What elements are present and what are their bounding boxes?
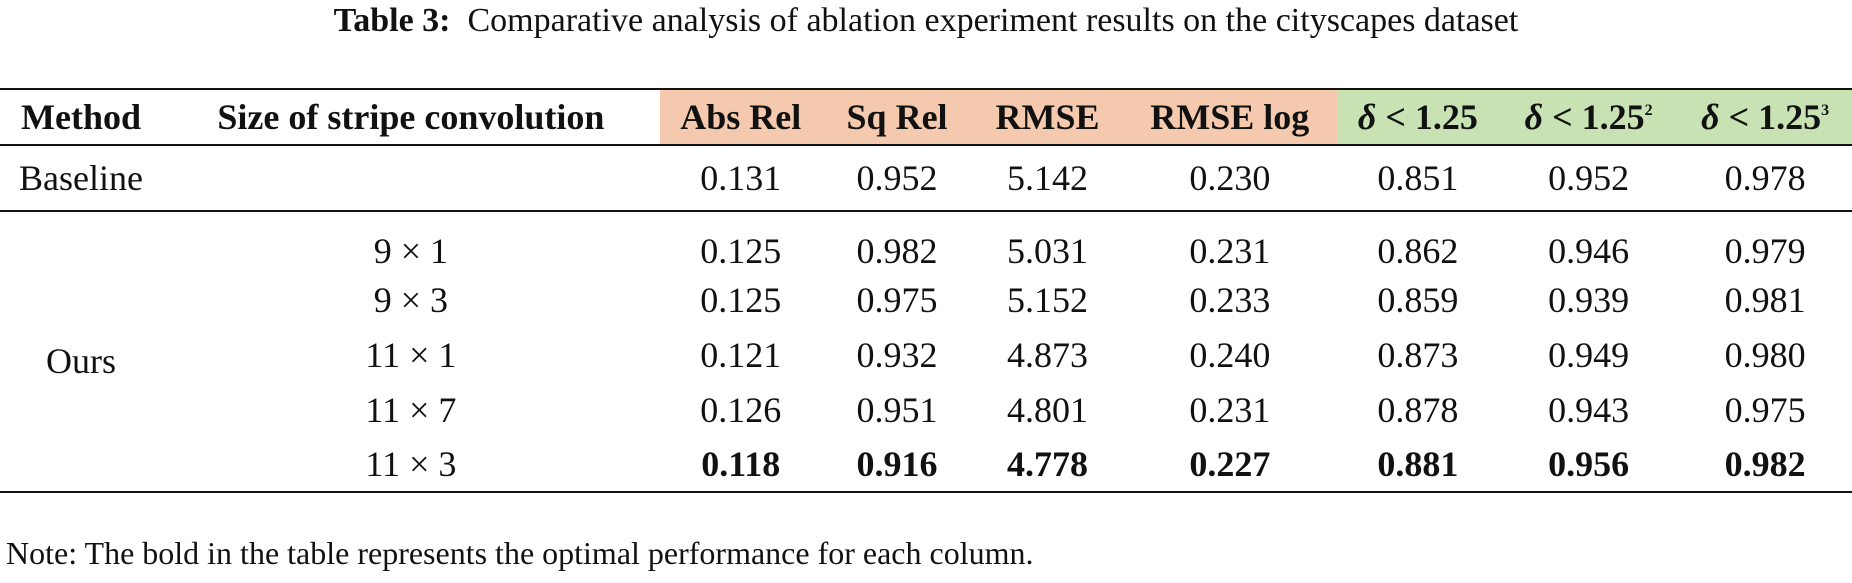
results-table: Method Size of stripe convolution Abs Re… bbox=[0, 88, 1852, 493]
value-cell: 4.801 bbox=[1007, 389, 1089, 430]
table-note: Note: The bold in the table represents t… bbox=[6, 535, 1034, 571]
value-cell: 0.862 bbox=[1377, 231, 1459, 271]
header-rmse: RMSE bbox=[972, 89, 1123, 145]
value-cell: 0.932 bbox=[856, 334, 938, 375]
value-cell: 0.231 bbox=[1189, 389, 1271, 430]
value-cell: 0.878 bbox=[1377, 389, 1459, 430]
size-cell: 11 × 7 bbox=[365, 389, 457, 430]
value-cell: 4.873 bbox=[1007, 334, 1089, 375]
header-row: Method Size of stripe convolution Abs Re… bbox=[0, 89, 1852, 145]
best-value-cell: 0.881 bbox=[1377, 444, 1459, 484]
method-cell: Baseline bbox=[19, 158, 143, 198]
value-cell: 0.230 bbox=[1189, 158, 1271, 198]
best-value-cell: 0.916 bbox=[856, 444, 938, 484]
value-cell: 0.975 bbox=[1724, 389, 1806, 430]
size-cell: 11 × 3 bbox=[365, 444, 457, 484]
value-cell: 0.975 bbox=[856, 279, 938, 320]
table-row-best: 11 × 3 0.118 0.916 4.778 0.227 0.881 0.9… bbox=[0, 437, 1852, 492]
value-cell: 0.978 bbox=[1724, 158, 1806, 198]
header-sq-rel: Sq Rel bbox=[821, 89, 973, 145]
delta-exponent: 2 bbox=[1644, 102, 1653, 119]
best-value-cell: 0.956 bbox=[1548, 444, 1630, 484]
value-cell: 0.873 bbox=[1377, 334, 1459, 375]
header-delta-2: δ < 1.252 bbox=[1498, 89, 1679, 145]
value-cell: 5.152 bbox=[1007, 279, 1089, 320]
value-cell: 0.121 bbox=[700, 334, 782, 375]
header-delta-1: δ < 1.25 bbox=[1336, 89, 1499, 145]
size-cell: 9 × 1 bbox=[373, 231, 449, 271]
value-cell: 0.982 bbox=[856, 231, 938, 271]
caption-label: Table 3: bbox=[333, 2, 451, 39]
size-cell: 9 × 3 bbox=[373, 279, 449, 320]
value-cell: 0.952 bbox=[856, 158, 938, 198]
caption-text: Comparative analysis of ablation experim… bbox=[467, 2, 1519, 39]
value-cell: 0.126 bbox=[700, 389, 782, 430]
delta-symbol: δ bbox=[1357, 97, 1377, 137]
value-cell: 5.142 bbox=[1007, 158, 1089, 198]
value-cell: 0.946 bbox=[1548, 231, 1630, 271]
size-cell: 11 × 1 bbox=[365, 334, 457, 375]
method-cell-ours: Ours bbox=[46, 340, 117, 381]
delta-threshold: < 1.25 bbox=[1376, 97, 1478, 137]
value-cell: 0.131 bbox=[700, 158, 782, 198]
delta-symbol: δ bbox=[1524, 97, 1544, 137]
value-cell: 0.952 bbox=[1548, 158, 1630, 198]
delta-symbol: δ bbox=[1701, 97, 1720, 137]
header-delta-3: δ < 1.253 bbox=[1678, 89, 1852, 145]
table-row-baseline: Baseline 0.131 0.952 5.142 0.230 0.851 0… bbox=[0, 145, 1852, 211]
delta-threshold: < 1.25 bbox=[1719, 97, 1822, 137]
best-value-cell: 4.778 bbox=[1007, 444, 1089, 484]
value-cell: 0.233 bbox=[1189, 279, 1271, 320]
value-cell: 0.125 bbox=[700, 231, 782, 271]
header-method: Method bbox=[21, 97, 142, 137]
best-value-cell: 0.227 bbox=[1189, 444, 1271, 484]
value-cell: 0.979 bbox=[1724, 231, 1806, 271]
size-cell bbox=[162, 145, 660, 211]
value-cell: 0.240 bbox=[1189, 334, 1271, 375]
header-size: Size of stripe convolution bbox=[217, 97, 605, 137]
table-row: 11 × 1 0.121 0.932 4.873 0.240 0.873 0.9… bbox=[0, 327, 1852, 382]
header-rmse-log: RMSE log bbox=[1122, 89, 1337, 145]
table-row: 11 × 7 0.126 0.951 4.801 0.231 0.878 0.9… bbox=[0, 382, 1852, 437]
table-row: Ours 9 × 1 0.125 0.982 5.031 0.231 0.862… bbox=[0, 211, 1852, 381]
value-cell: 0.939 bbox=[1548, 279, 1630, 320]
best-value-cell: 0.982 bbox=[1724, 444, 1806, 484]
table-caption: Table 3: Comparative analysis of ablatio… bbox=[0, 0, 1852, 42]
value-cell: 0.980 bbox=[1724, 334, 1806, 375]
value-cell: 0.851 bbox=[1377, 158, 1459, 198]
delta-threshold: < 1.25 bbox=[1543, 97, 1645, 137]
value-cell: 0.231 bbox=[1189, 231, 1271, 271]
delta-exponent: 3 bbox=[1821, 102, 1830, 119]
value-cell: 5.031 bbox=[1007, 231, 1089, 271]
value-cell: 0.125 bbox=[700, 279, 782, 320]
best-value-cell: 0.118 bbox=[701, 444, 781, 484]
value-cell: 0.949 bbox=[1548, 334, 1630, 375]
header-abs-rel: Abs Rel bbox=[659, 89, 822, 145]
table-row: 9 × 3 0.125 0.975 5.152 0.233 0.859 0.93… bbox=[0, 272, 1852, 327]
value-cell: 0.943 bbox=[1548, 389, 1630, 430]
value-cell: 0.981 bbox=[1724, 279, 1806, 320]
value-cell: 0.859 bbox=[1377, 279, 1459, 320]
value-cell: 0.951 bbox=[856, 389, 938, 430]
